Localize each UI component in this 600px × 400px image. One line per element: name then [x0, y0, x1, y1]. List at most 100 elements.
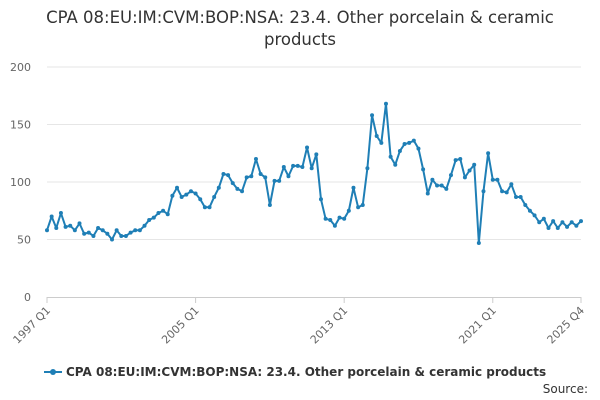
data-point[interactable]: [360, 203, 365, 207]
data-point[interactable]: [323, 216, 328, 221]
data-point[interactable]: [342, 216, 347, 221]
data-point[interactable]: [235, 186, 240, 191]
data-point[interactable]: [397, 148, 402, 153]
data-point[interactable]: [253, 157, 258, 161]
data-point[interactable]: [105, 231, 110, 236]
data-point[interactable]: [444, 186, 449, 191]
data-point[interactable]: [91, 234, 96, 239]
data-point[interactable]: [300, 165, 305, 170]
data-point[interactable]: [119, 234, 124, 239]
data-point[interactable]: [128, 230, 133, 235]
data-point[interactable]: [63, 224, 68, 229]
data-point[interactable]: [165, 212, 170, 217]
data-point[interactable]: [546, 226, 551, 230]
data-point[interactable]: [379, 140, 384, 145]
data-point[interactable]: [435, 183, 440, 188]
data-point[interactable]: [175, 185, 180, 190]
data-point[interactable]: [383, 101, 388, 106]
data-point[interactable]: [96, 226, 101, 230]
data-point[interactable]: [305, 145, 310, 150]
data-point[interactable]: [277, 178, 282, 183]
data-point[interactable]: [314, 152, 319, 157]
data-point[interactable]: [295, 163, 300, 168]
data-point[interactable]: [263, 175, 268, 180]
data-point[interactable]: [72, 228, 77, 233]
data-point[interactable]: [513, 194, 518, 199]
data-point[interactable]: [258, 171, 263, 176]
data-point[interactable]: [45, 228, 49, 233]
data-point[interactable]: [565, 224, 570, 229]
data-point[interactable]: [249, 174, 254, 179]
data-point[interactable]: [110, 237, 115, 242]
data-point[interactable]: [495, 177, 500, 182]
data-point[interactable]: [407, 140, 412, 145]
data-point[interactable]: [286, 174, 291, 179]
data-point[interactable]: [356, 205, 361, 210]
data-point[interactable]: [467, 168, 472, 173]
data-point[interactable]: [332, 223, 337, 228]
data-point[interactable]: [114, 228, 119, 233]
data-point[interactable]: [574, 223, 579, 228]
data-point[interactable]: [226, 173, 231, 178]
data-point[interactable]: [123, 234, 128, 239]
data-point[interactable]: [151, 215, 156, 220]
data-point[interactable]: [193, 191, 198, 196]
data-point[interactable]: [272, 178, 277, 183]
data-point[interactable]: [161, 208, 166, 213]
data-point[interactable]: [393, 162, 398, 167]
data-point[interactable]: [509, 182, 514, 187]
data-point[interactable]: [518, 194, 523, 199]
data-point[interactable]: [439, 183, 444, 188]
data-point[interactable]: [54, 226, 59, 230]
data-point[interactable]: [504, 190, 509, 195]
data-point[interactable]: [421, 167, 426, 172]
data-point[interactable]: [77, 221, 82, 226]
data-point[interactable]: [448, 173, 453, 178]
legend[interactable]: CPA 08:EU:IM:CVM:BOP:NSA: 23.4. Other po…: [44, 365, 546, 379]
data-point[interactable]: [453, 158, 458, 163]
data-point[interactable]: [500, 189, 505, 194]
data-point[interactable]: [221, 171, 226, 176]
data-point[interactable]: [198, 197, 203, 202]
data-point[interactable]: [137, 228, 142, 233]
data-point[interactable]: [86, 230, 91, 235]
data-point[interactable]: [267, 203, 272, 207]
data-point[interactable]: [82, 231, 87, 236]
data-point[interactable]: [291, 163, 296, 168]
data-point[interactable]: [416, 146, 421, 151]
data-point[interactable]: [430, 177, 435, 182]
data-point[interactable]: [374, 134, 379, 138]
data-point[interactable]: [425, 191, 430, 196]
data-point[interactable]: [532, 213, 537, 218]
data-point[interactable]: [579, 219, 583, 224]
data-point[interactable]: [49, 214, 54, 219]
data-point[interactable]: [490, 177, 495, 182]
data-point[interactable]: [569, 220, 574, 225]
data-point[interactable]: [523, 203, 528, 207]
data-point[interactable]: [476, 240, 481, 245]
data-point[interactable]: [184, 192, 189, 197]
data-point[interactable]: [411, 138, 416, 143]
data-point[interactable]: [147, 217, 152, 222]
data-point[interactable]: [179, 194, 184, 199]
data-point[interactable]: [370, 113, 375, 118]
data-point[interactable]: [365, 166, 370, 171]
data-point[interactable]: [156, 211, 161, 216]
data-point[interactable]: [388, 154, 393, 159]
data-point[interactable]: [537, 220, 542, 225]
data-point[interactable]: [346, 208, 351, 213]
data-point[interactable]: [133, 228, 138, 233]
data-point[interactable]: [458, 157, 463, 161]
data-point[interactable]: [337, 215, 342, 220]
data-point[interactable]: [527, 208, 532, 213]
data-point[interactable]: [100, 228, 105, 233]
data-point[interactable]: [462, 175, 467, 180]
data-point[interactable]: [212, 194, 217, 199]
data-point[interactable]: [207, 205, 212, 210]
data-point[interactable]: [551, 219, 556, 224]
data-point[interactable]: [472, 162, 477, 167]
data-point[interactable]: [216, 185, 221, 190]
data-point[interactable]: [486, 151, 491, 156]
data-point[interactable]: [142, 223, 147, 228]
data-point[interactable]: [541, 216, 546, 221]
